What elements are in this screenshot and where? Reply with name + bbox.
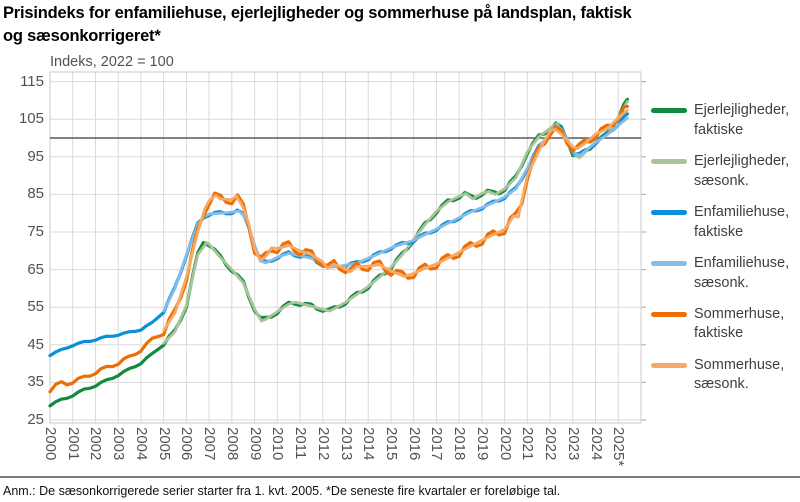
x-tick-label: 2024 — [587, 427, 605, 461]
chart-legend: Ejerlejligheder, faktiske Ejerlejligheder,… — [651, 101, 799, 407]
x-tick-label: 2004 — [132, 427, 150, 461]
x-tick-label: 2012 — [314, 427, 332, 461]
x-tick-label: 2018 — [451, 427, 469, 461]
y-tick-label: 25 — [27, 411, 44, 428]
x-tick-label: 2023 — [564, 427, 582, 461]
legend-label: Enfamiliehuse, sæsonk. — [694, 254, 790, 291]
y-tick-label: 75 — [27, 223, 44, 240]
legend-line-swatch — [651, 209, 687, 215]
x-tick-label: 2007 — [201, 427, 219, 461]
x-tick-label: 2021 — [519, 427, 537, 461]
x-tick-label: 2006 — [178, 427, 196, 461]
price-index-line-chart — [48, 71, 646, 424]
x-tick-label: 2025* — [610, 427, 628, 467]
x-tick-label: 2014 — [360, 427, 378, 461]
x-tick-label: 2003 — [110, 427, 128, 461]
axis-unit-label: Indeks, 2022 = 100 — [50, 54, 174, 70]
x-tick-label: 2002 — [87, 427, 105, 461]
series-line — [162, 108, 629, 332]
x-tick-label: 2015 — [382, 427, 400, 461]
x-tick-label: 2010 — [269, 427, 287, 461]
footnote: Anm.: De sæsonkorrigerede serier starter… — [3, 484, 561, 498]
legend-item: Ejerlejligheder, sæsonk. — [651, 152, 799, 191]
y-tick-label: 105 — [18, 110, 44, 128]
legend-item: Enfamiliehuse, faktiske — [651, 203, 799, 242]
legend-line-swatch — [651, 158, 687, 164]
footer-divider — [0, 476, 800, 478]
plot-frame — [49, 71, 642, 424]
x-tick-label: 2011 — [292, 427, 310, 460]
x-tick-label: 2017 — [428, 427, 446, 461]
legend-line-swatch — [651, 108, 687, 113]
legend-label: Enfamiliehuse, faktiske — [694, 203, 790, 240]
title-line-1: Prisindeks for enfamiliehuse, ejerlejlig… — [3, 4, 632, 22]
page-title: Prisindeks for enfamiliehuse, ejerlejlig… — [3, 2, 795, 48]
y-tick-label: 85 — [27, 185, 44, 203]
legend-line-swatch — [651, 311, 687, 317]
legend-item: Enfamiliehuse, sæsonk. — [651, 254, 799, 293]
x-tick-label: 2022 — [542, 427, 560, 461]
x-tick-label: 2020 — [496, 427, 514, 461]
y-tick-label: 65 — [27, 260, 44, 278]
x-tick-label: 2001 — [64, 427, 82, 461]
legend-line-swatch — [651, 362, 687, 368]
legend-label: Ejerlejligheder, sæsonk. — [694, 152, 790, 189]
legend-item: Ejerlejligheder, faktiske — [651, 101, 799, 140]
legend-line-swatch — [651, 260, 687, 266]
y-tick-label: 95 — [27, 147, 44, 165]
x-tick-label: 2016 — [405, 427, 423, 461]
y-tick-label: 115 — [20, 72, 44, 90]
legend-item: Sommerhuse, sæsonk. — [651, 356, 799, 395]
title-line-2: og sæsonkorrigeret* — [3, 26, 161, 45]
x-tick-label: 2005 — [155, 427, 173, 461]
x-tick-label: 2000 — [42, 427, 59, 461]
y-tick-label: 55 — [27, 298, 44, 316]
x-tick-label: 2008 — [223, 427, 241, 461]
legend-label: Sommerhuse, faktiske — [694, 305, 785, 342]
x-tick-label: 2019 — [473, 427, 491, 461]
legend-label: Sommerhuse, sæsonk. — [694, 356, 785, 393]
x-tick-label: 2013 — [337, 427, 355, 461]
legend-label: Ejerlejligheder, faktiske — [694, 102, 790, 138]
legend-item: Sommerhuse, faktiske — [651, 305, 799, 344]
y-tick-label: 45 — [27, 335, 44, 353]
y-tick-label: 35 — [27, 373, 44, 391]
x-tick-label: 2009 — [246, 427, 264, 461]
